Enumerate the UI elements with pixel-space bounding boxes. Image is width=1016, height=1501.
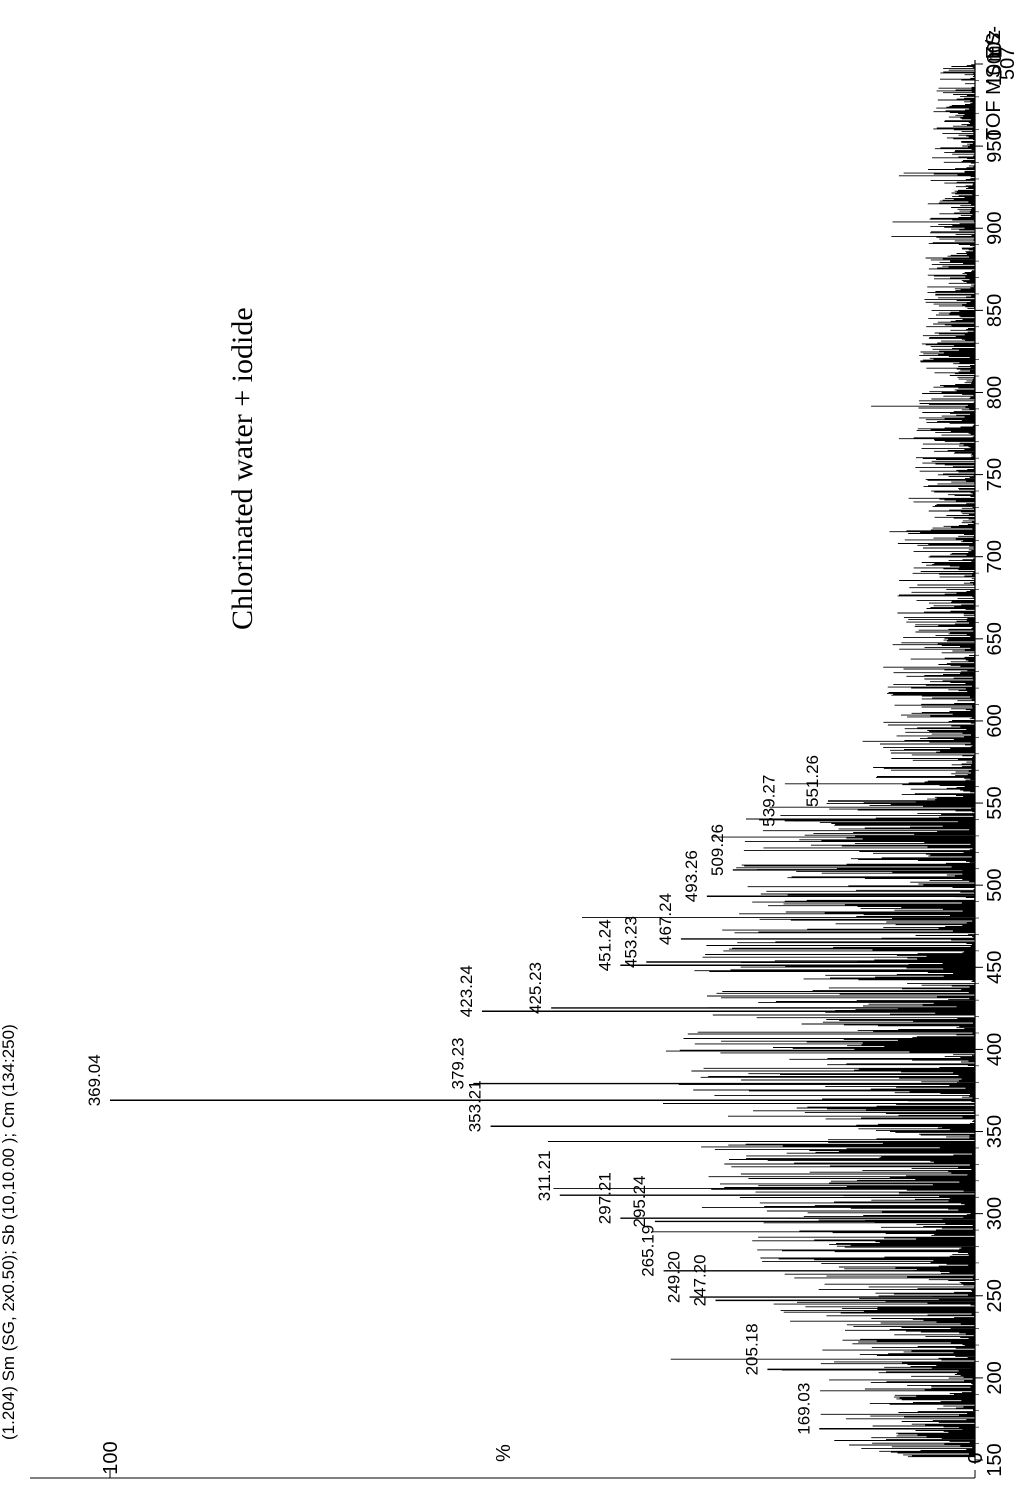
peak-label: 467.24 — [656, 893, 675, 945]
x-tick-label: 750 — [984, 458, 1006, 491]
y-tick-label: 0 — [965, 1452, 987, 1463]
x-tick-label: 200 — [984, 1361, 1006, 1394]
peak-label: 295.24 — [630, 1176, 649, 1228]
x-tick-label: 450 — [984, 951, 1006, 984]
x-tick-label: 550 — [984, 786, 1006, 819]
header-right-line1: TOF MS ES- — [983, 26, 1005, 140]
noise-spectrum-lines — [547, 64, 975, 1458]
x-tick-label: 700 — [984, 540, 1006, 573]
x-tick-label: 250 — [984, 1279, 1006, 1312]
peak-label: 311.21 — [535, 1150, 554, 1201]
peak-label: 169.03 — [794, 1383, 813, 1435]
header-left-text: (1.204) Sm (SG, 2x0.50); Sb (10,10.00 );… — [0, 1024, 18, 1440]
x-tick-label: 350 — [984, 1115, 1006, 1148]
peak-label: 247.20 — [691, 1254, 710, 1306]
peak-label: 369.04 — [85, 1054, 104, 1106]
peak-label: 353.21 — [466, 1080, 485, 1132]
peak-label: 423.24 — [457, 965, 476, 1017]
x-tick-label: 650 — [984, 622, 1006, 655]
peak-label: 379.23 — [448, 1038, 467, 1090]
axes-layer: 150 200 250 300 350 400 450 500 550 600 650 700 750 8… — [30, 42, 1006, 1479]
peak-label: 205.18 — [742, 1323, 761, 1375]
x-tick-label: 1000 — [984, 42, 1006, 87]
x-tick-label: 500 — [984, 869, 1006, 902]
peak-label: 265.19 — [639, 1225, 658, 1277]
x-tick-label: 900 — [984, 212, 1006, 245]
header-right-line2: 507 — [997, 47, 1016, 80]
peak-label: 509.26 — [708, 824, 727, 876]
x-tick-label: 300 — [984, 1197, 1006, 1230]
x-axis-label: m/z — [983, 30, 1005, 62]
x-tick-label: 400 — [984, 1033, 1006, 1066]
peak-label: 425.23 — [526, 962, 545, 1014]
x-tick-label: 150 — [984, 1443, 1006, 1476]
peak-label: 249.20 — [665, 1251, 684, 1303]
peak-label: 493.26 — [682, 850, 701, 902]
peak-label: 539.27 — [760, 775, 779, 827]
x-tick-label: 600 — [984, 704, 1006, 737]
y-tick-label: 100 — [100, 1441, 122, 1474]
x-tick-label: 850 — [984, 294, 1006, 327]
x-tick-label: 800 — [984, 376, 1006, 409]
peak-label: 451.24 — [595, 919, 614, 971]
peak-label: 297.21 — [595, 1172, 614, 1224]
annotation-text: Chlorinated water + iodide — [226, 307, 259, 630]
peak-label: 453.23 — [621, 916, 640, 968]
peak-label: 551.26 — [803, 755, 822, 807]
x-tick-label: 950 — [984, 129, 1006, 162]
noise-layer — [547, 64, 975, 1458]
y-axis-label: % — [493, 1444, 515, 1462]
peaks-layer — [110, 800, 975, 1430]
